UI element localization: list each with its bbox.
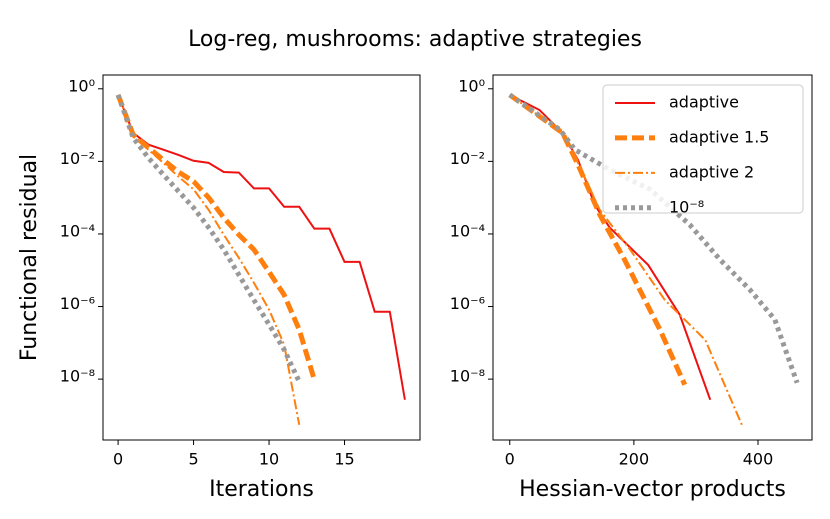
x-tick-label: 10: [259, 450, 279, 469]
plot-frame: [492, 74, 813, 441]
x-tick-label: 15: [334, 450, 354, 469]
y-tick-label: 10⁻⁸: [60, 367, 95, 386]
y-axis-label: Functional residual: [17, 154, 42, 361]
series-line: [508, 92, 800, 384]
figure-title: Log-reg, mushrooms: adaptive strategies: [188, 27, 642, 52]
legend-box: [602, 84, 804, 214]
x-tick-label: 0: [505, 450, 515, 469]
y-tick-label: 10⁻⁶: [60, 294, 95, 313]
legend-label: adaptive 2: [669, 162, 754, 181]
series-line: [509, 94, 743, 426]
series-line: [117, 94, 406, 400]
series-line: [508, 92, 688, 386]
plot-frame: [102, 74, 421, 441]
y-tick-label: 10⁻⁴: [60, 221, 95, 240]
x-tick-label: 200: [619, 450, 650, 469]
series-line: [117, 94, 301, 426]
y-tick-label: 10⁰: [458, 76, 485, 95]
x-tick-label: 400: [743, 450, 774, 469]
y-tick-label: 10⁻⁶: [450, 294, 485, 313]
x-tick-label: 5: [188, 450, 198, 469]
y-tick-label: 10⁻²: [60, 149, 95, 168]
y-tick-label: 10⁻²: [450, 149, 485, 168]
x-axis-label: Hessian-vector products: [519, 477, 786, 502]
legend-label: 10⁻⁸: [669, 197, 704, 216]
legend-label: adaptive 1.5: [669, 127, 769, 146]
x-axis-label: Iterations: [209, 477, 314, 502]
series-line: [115, 94, 302, 383]
x-tick-label: 0: [113, 450, 123, 469]
series-line: [115, 93, 317, 381]
legend-label: adaptive: [669, 93, 739, 112]
y-tick-label: 10⁰: [68, 76, 95, 95]
y-tick-label: 10⁻⁸: [450, 367, 485, 386]
y-tick-label: 10⁻⁴: [450, 221, 485, 240]
